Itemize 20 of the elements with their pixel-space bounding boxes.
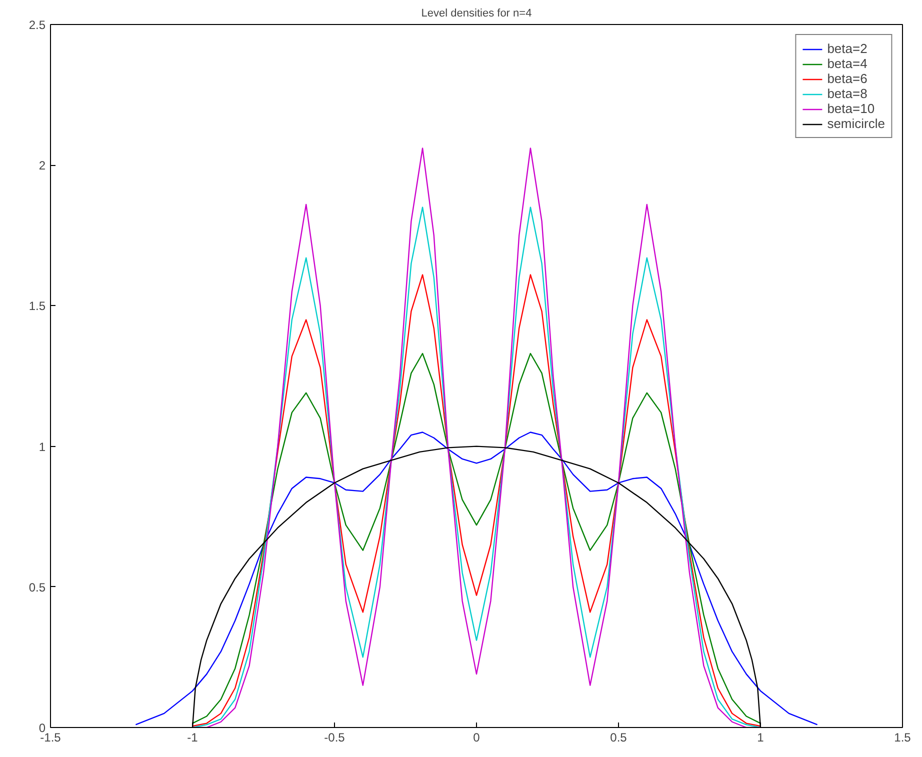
y-tick-label: 1 [38, 440, 46, 454]
y-tick-label: 2.5 [28, 18, 46, 32]
legend-label: semicircle [827, 116, 885, 131]
legend-label: beta=8 [827, 86, 868, 101]
line-series [135, 432, 818, 726]
x-tick-label: -1 [187, 730, 198, 744]
y-tick-label: 2 [38, 158, 46, 173]
legend-label: beta=2 [827, 41, 868, 56]
y-tick-label: 0.5 [28, 580, 46, 594]
y-tick-label: 1.5 [28, 299, 46, 314]
line-series [192, 352, 762, 724]
legend-label: beta=10 [827, 101, 875, 116]
x-tick-label: 1 [757, 730, 764, 744]
x-tick-label: 0.5 [610, 730, 628, 744]
legend-label: beta=4 [827, 56, 868, 71]
x-tick-label: 0 [473, 730, 480, 744]
legend-label: beta=6 [827, 71, 868, 86]
chart-title: Level densities for n=4 [421, 8, 532, 20]
x-tick-label: -0.5 [324, 730, 346, 744]
x-tick-label: 1.5 [894, 730, 912, 744]
